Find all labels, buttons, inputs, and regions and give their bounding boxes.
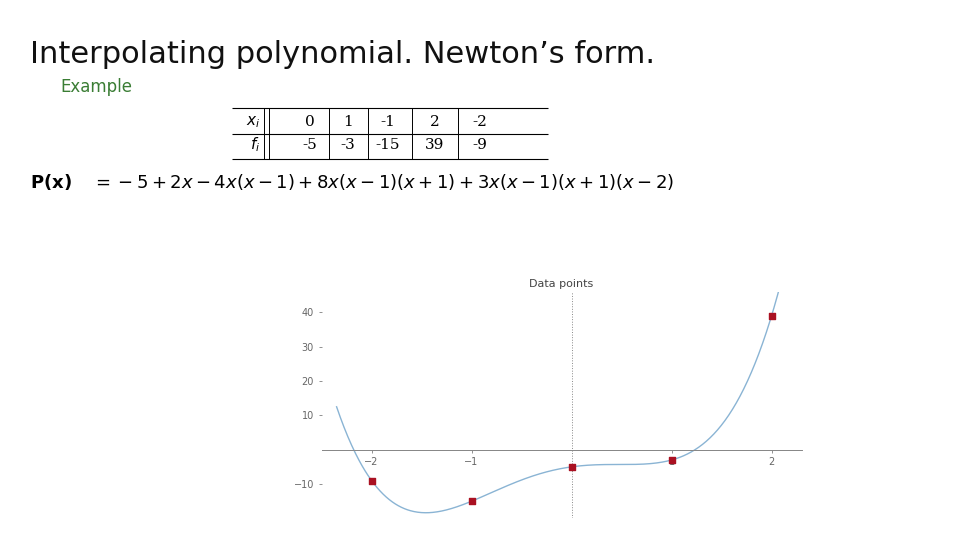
Text: $f_i$: $f_i$ (250, 136, 260, 154)
Text: $\mathbf{P(x)}$: $\mathbf{P(x)}$ (30, 172, 72, 192)
Text: $= -5 + 2x - 4x(x-1) + 8x(x-1)(x+1) + 3x(x-1)(x+1)(x-2)$: $= -5 + 2x - 4x(x-1) + 8x(x-1)(x+1) + 3x… (92, 172, 674, 192)
Point (564, 463, 579, 471)
Point (764, 312, 780, 320)
Text: 39: 39 (425, 138, 444, 152)
Point (464, 497, 479, 505)
Text: -9: -9 (472, 138, 488, 152)
Text: -1: -1 (380, 115, 396, 129)
Text: 0: 0 (305, 115, 315, 129)
Text: $x_i$: $x_i$ (246, 114, 260, 130)
Text: Example: Example (60, 78, 132, 96)
Text: -2: -2 (472, 115, 488, 129)
Text: 1: 1 (343, 115, 353, 129)
Text: -5: -5 (302, 138, 318, 152)
Text: Interpolating polynomial. Newton’s form.: Interpolating polynomial. Newton’s form. (30, 40, 655, 69)
Title: Data points: Data points (530, 279, 593, 289)
Point (664, 456, 680, 464)
Point (364, 476, 379, 485)
Text: -15: -15 (375, 138, 400, 152)
Text: 2: 2 (430, 115, 440, 129)
Text: -3: -3 (341, 138, 355, 152)
